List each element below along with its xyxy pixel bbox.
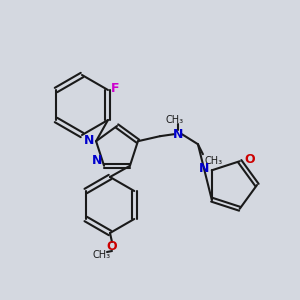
Text: CH₃: CH₃: [205, 156, 223, 166]
Text: O: O: [245, 153, 255, 166]
Text: N: N: [173, 128, 183, 141]
Text: N: N: [198, 162, 209, 175]
Text: F: F: [111, 82, 119, 95]
Text: CH₃: CH₃: [166, 115, 184, 125]
Text: N: N: [84, 134, 94, 147]
Text: N: N: [92, 154, 102, 167]
Text: CH₃: CH₃: [93, 250, 111, 260]
Text: O: O: [107, 241, 117, 254]
